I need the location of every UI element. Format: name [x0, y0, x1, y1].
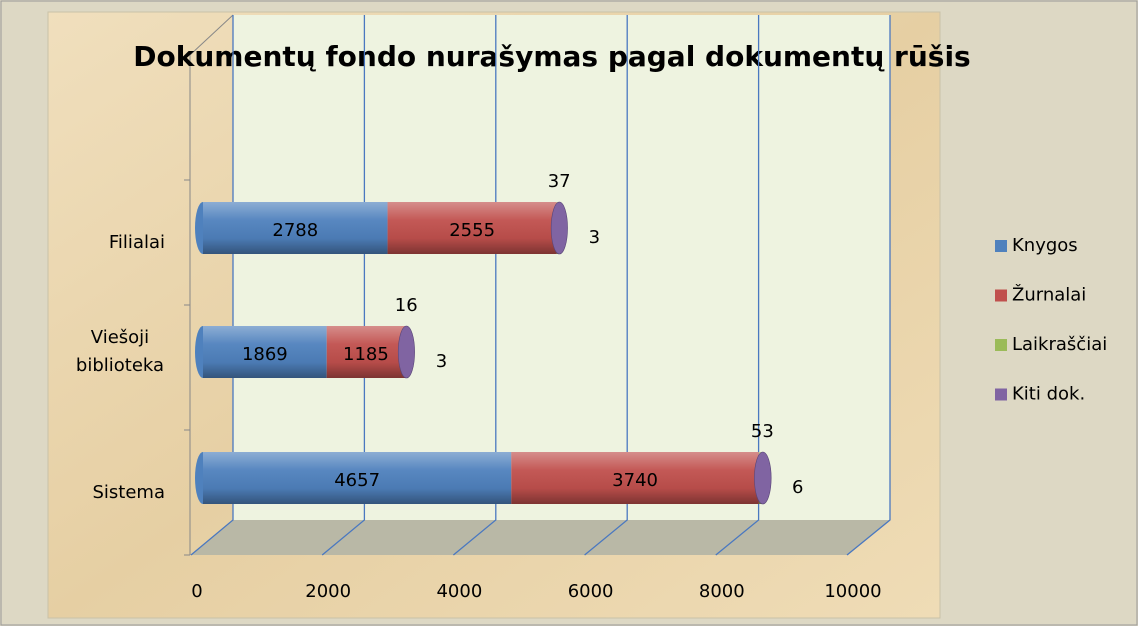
x-tick-label: 0 [191, 581, 202, 602]
legend-swatch [995, 240, 1007, 252]
data-label: 37 [548, 171, 571, 192]
x-tick-label: 4000 [436, 581, 482, 602]
data-label: 4657 [334, 470, 380, 491]
y-tick-label: Sistema [92, 482, 165, 503]
bar-shade [203, 452, 512, 504]
x-tick-label: 2000 [305, 581, 351, 602]
data-label: 3740 [612, 470, 658, 491]
data-label: 53 [751, 421, 774, 442]
data-label: 1185 [343, 344, 389, 365]
legend-label: Laikraščiai [1012, 334, 1107, 355]
y-tick-label: Filialai [109, 232, 165, 253]
bar [550, 201, 568, 255]
bar [754, 451, 772, 505]
legend-label: Žurnalai [1012, 284, 1086, 306]
grid-line [321, 15, 366, 556]
grid-line [452, 15, 497, 556]
floor [190, 520, 890, 555]
bar-shade [511, 452, 759, 504]
data-label: 2555 [449, 220, 495, 241]
x-tick-label: 10000 [824, 581, 881, 602]
data-label: 3 [436, 351, 447, 372]
chart-title: Dokumentų fondo nurašymas pagal dokument… [133, 40, 970, 73]
legend-swatch [995, 388, 1007, 401]
grid-line [584, 15, 628, 556]
bar-shade [387, 202, 557, 254]
data-label: 6 [792, 477, 803, 498]
data-label: 1869 [242, 344, 288, 365]
data-label: 3 [589, 227, 600, 248]
data-label: 2788 [272, 220, 318, 241]
bar-shade [203, 202, 388, 254]
legend-swatch [995, 339, 1007, 351]
bar-shade [326, 326, 406, 378]
y-tick-label: Viešoji biblioteka [76, 327, 164, 376]
side-wall-edge [189, 14, 234, 555]
bar-shade [203, 326, 327, 378]
legend-label: Knygos [1012, 235, 1078, 256]
grid-line [715, 15, 760, 556]
legend-swatch [995, 289, 1007, 302]
data-label: 16 [395, 295, 418, 316]
legend-label: Kiti dok. [1012, 384, 1085, 405]
grid-line [846, 15, 891, 556]
x-tick-label: 8000 [699, 581, 745, 602]
grid-line [190, 15, 234, 556]
back-wall [233, 15, 890, 520]
x-tick-label: 6000 [568, 581, 614, 602]
bar [397, 325, 415, 379]
